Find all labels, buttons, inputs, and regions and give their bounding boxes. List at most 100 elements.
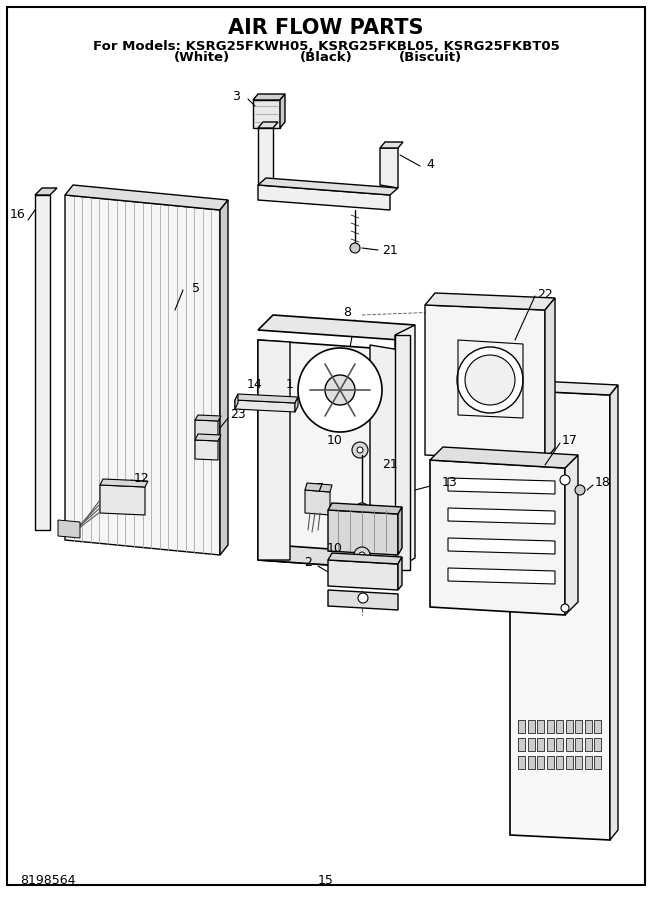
Bar [518, 738, 525, 751]
Text: 1: 1 [286, 379, 294, 392]
Polygon shape [448, 478, 555, 494]
Polygon shape [220, 200, 228, 555]
Polygon shape [258, 340, 290, 560]
Polygon shape [380, 142, 403, 148]
Text: 15: 15 [318, 874, 334, 886]
Circle shape [457, 347, 523, 413]
Text: 23: 23 [230, 409, 246, 421]
Text: (Black): (Black) [300, 51, 352, 65]
Circle shape [465, 355, 515, 405]
Bar [537, 738, 544, 751]
Polygon shape [328, 510, 398, 555]
Polygon shape [65, 185, 228, 210]
Bar [537, 756, 544, 769]
Bar [537, 720, 544, 733]
Polygon shape [258, 128, 273, 185]
Polygon shape [380, 148, 398, 188]
Text: 3: 3 [232, 91, 240, 104]
Text: 8: 8 [343, 307, 351, 320]
Polygon shape [395, 335, 410, 570]
Bar [575, 738, 582, 751]
Text: 16: 16 [10, 209, 26, 221]
Circle shape [358, 593, 368, 603]
Text: 2: 2 [304, 556, 312, 570]
Polygon shape [448, 508, 555, 524]
Circle shape [325, 375, 355, 405]
Circle shape [354, 547, 370, 563]
Bar [584, 738, 591, 751]
Text: 10: 10 [327, 434, 343, 446]
Polygon shape [235, 400, 295, 412]
Bar [556, 720, 563, 733]
Circle shape [355, 503, 369, 517]
Polygon shape [395, 325, 415, 570]
Bar [518, 756, 525, 769]
Polygon shape [328, 560, 398, 590]
Text: 22: 22 [537, 289, 553, 302]
Polygon shape [305, 490, 330, 515]
Text: 18: 18 [595, 476, 611, 490]
Bar [527, 756, 535, 769]
Text: 13: 13 [442, 476, 458, 490]
Polygon shape [195, 415, 221, 421]
Bar [546, 738, 554, 751]
Text: For Models: KSRG25FKWH05, KSRG25FKBL05, KSRG25FKBT05: For Models: KSRG25FKWH05, KSRG25FKBL05, … [93, 40, 559, 52]
Polygon shape [610, 385, 618, 840]
Polygon shape [328, 503, 402, 514]
Polygon shape [328, 553, 402, 564]
Circle shape [359, 552, 365, 558]
Polygon shape [398, 507, 402, 555]
Polygon shape [448, 568, 555, 584]
Text: 10: 10 [327, 542, 343, 554]
Circle shape [357, 447, 363, 453]
Bar [594, 738, 601, 751]
Polygon shape [258, 545, 415, 570]
Bar [556, 756, 563, 769]
Polygon shape [280, 94, 285, 128]
Bar [518, 720, 525, 733]
Bar [565, 738, 572, 751]
Polygon shape [258, 315, 415, 340]
Text: 5: 5 [192, 282, 200, 294]
Bar [565, 720, 572, 733]
Bar [556, 738, 563, 751]
Polygon shape [448, 538, 555, 554]
Polygon shape [35, 188, 57, 195]
Circle shape [561, 604, 569, 612]
Bar [584, 756, 591, 769]
Bar [594, 756, 601, 769]
Polygon shape [258, 122, 278, 128]
Polygon shape [425, 305, 545, 460]
Bar [575, 756, 582, 769]
Polygon shape [510, 380, 618, 395]
Bar [584, 720, 591, 733]
Polygon shape [195, 434, 221, 441]
Text: 17: 17 [562, 434, 578, 446]
Polygon shape [398, 557, 402, 590]
Polygon shape [35, 195, 50, 530]
Bar [594, 720, 601, 733]
Polygon shape [258, 178, 398, 195]
Polygon shape [58, 520, 80, 538]
Polygon shape [545, 298, 555, 460]
Circle shape [560, 475, 570, 485]
Polygon shape [100, 479, 148, 487]
Text: 4: 4 [426, 158, 434, 172]
Polygon shape [100, 485, 145, 515]
Bar [546, 720, 554, 733]
Bar [575, 720, 582, 733]
Text: 12: 12 [134, 472, 150, 484]
Polygon shape [565, 455, 578, 615]
Text: (Biscuit): (Biscuit) [399, 51, 462, 65]
Circle shape [350, 243, 360, 253]
Bar [527, 720, 535, 733]
Polygon shape [425, 293, 555, 310]
Polygon shape [235, 394, 238, 409]
Text: 7: 7 [316, 482, 324, 494]
Polygon shape [510, 390, 610, 840]
Polygon shape [370, 345, 400, 570]
Bar [565, 756, 572, 769]
Polygon shape [253, 94, 285, 100]
Text: 14: 14 [247, 379, 263, 392]
Text: 21: 21 [382, 458, 398, 472]
